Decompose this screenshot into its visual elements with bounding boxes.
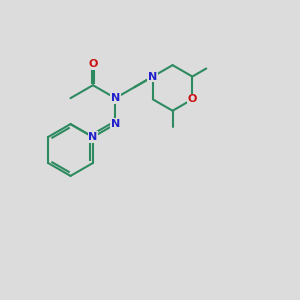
- Text: N: N: [148, 71, 158, 82]
- Text: O: O: [188, 94, 197, 104]
- Text: N: N: [111, 93, 120, 103]
- Text: O: O: [88, 59, 98, 69]
- Text: N: N: [88, 132, 98, 142]
- Text: N: N: [111, 119, 120, 129]
